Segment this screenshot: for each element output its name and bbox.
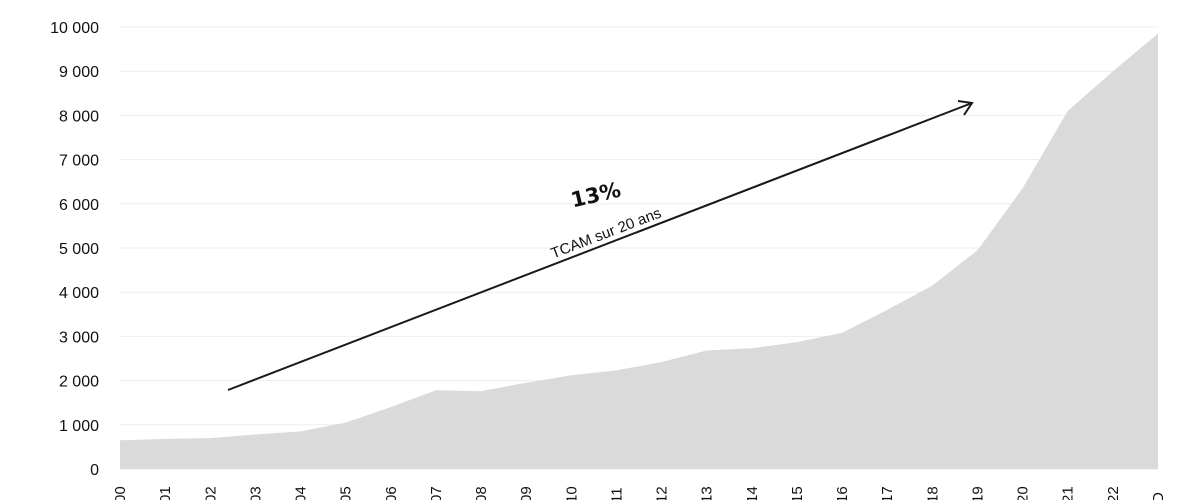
y-tick-label: 9 000 [59,64,99,81]
x-tick-label: 10 [563,486,580,500]
x-axis-ticks: 00 01 02 03 04 05 06 07 08 09 10 11 12 13 14 15 16 17 18 19… [112,486,1167,500]
x-tick-label: 06 [383,486,400,500]
cagr-value: 13% [569,178,623,213]
x-tick-label: 14 [744,486,761,500]
x-tick-label: 20 [1015,486,1032,500]
x-tick-label: 19 [969,486,986,500]
x-tick-label: 02 [202,486,219,500]
y-tick-label: 3 000 [59,329,99,346]
x-tick-label: 17 [879,486,896,500]
growth-arrow-head [957,100,974,116]
x-tick-label: 00 [112,486,129,500]
x-tick-label: 09 [518,486,535,500]
y-tick-label: 4 000 [59,285,99,302]
x-tick-label: 11 [608,487,625,500]
y-tick-label: 8 000 [59,108,99,125]
y-tick-label: 6 000 [59,197,99,214]
y-tick-label: 1 000 [59,418,99,435]
x-tick-label: 03 [247,486,264,500]
cagr-label: TCAM sur 20 ans [549,205,664,263]
x-tick-label: 22 [1105,486,1122,500]
y-tick-label: 10 000 [50,20,99,37]
x-tick-label: 07 [428,486,445,500]
x-tick-label: 08 [473,486,490,500]
x-tick-label: 12 [654,486,671,500]
x-tick-label: 18 [924,486,941,500]
growth-arrow [227,102,973,391]
x-tick-label: 13 [699,486,716,500]
x-tick-label: 01 [157,486,174,500]
x-tick-label: 21 [1060,486,1077,500]
y-tick-label: 0 [90,462,99,479]
y-tick-label: 2 000 [59,374,99,391]
gridlines [120,26,1158,470]
x-tick-label: 16 [834,486,851,500]
x-tick-label: 15 [789,486,806,500]
y-tick-label: 7 000 [59,153,99,170]
area-series [120,33,1158,469]
x-tick-label: 05 [338,486,355,500]
x-tick-label: D [1150,492,1167,500]
y-axis-ticks: 0 1 000 2 000 3 000 4 000 5 000 6 000 7 000 8 00… [50,20,99,479]
y-tick-label: 5 000 [59,241,99,258]
x-tick-label: 04 [293,486,310,500]
